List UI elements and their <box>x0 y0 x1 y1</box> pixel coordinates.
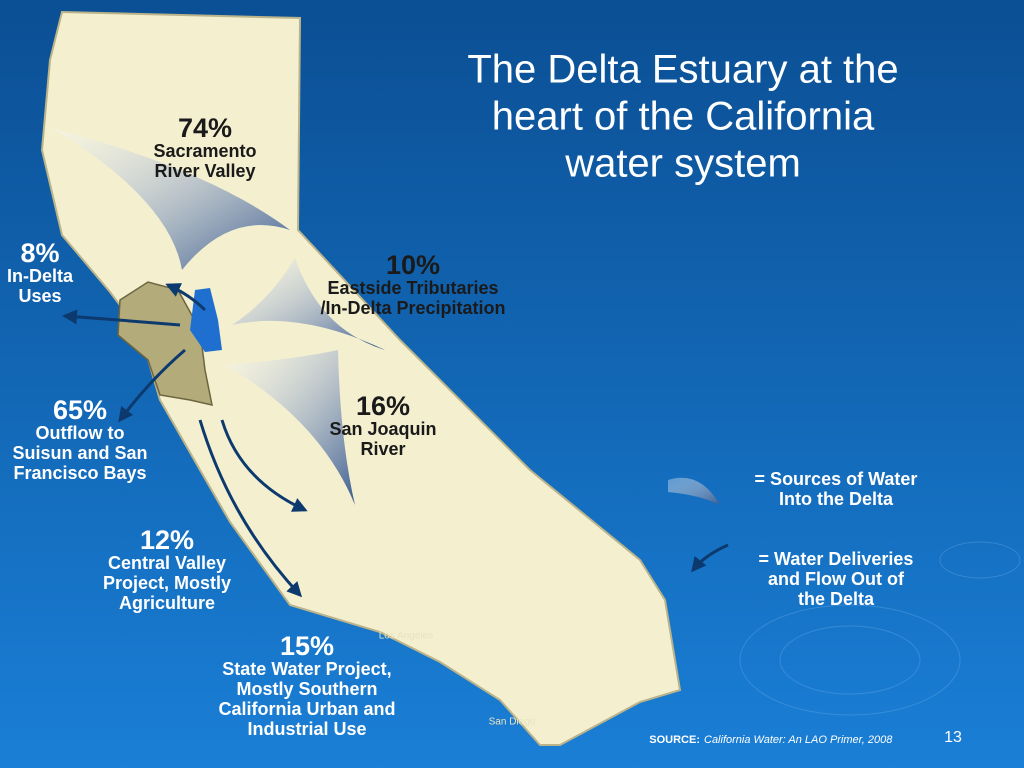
legend-label: Into the Delta <box>779 489 894 509</box>
flow-percent: 12% <box>140 525 194 555</box>
legend-label: the Delta <box>798 589 875 609</box>
ripples <box>739 541 1021 716</box>
source-prefix: SOURCE: <box>649 734 700 746</box>
flow-label: San Joaquin <box>329 419 436 439</box>
flow-label: Suisun and San <box>12 443 147 463</box>
flow-label: California Urban and <box>218 699 395 719</box>
legend-label: and Flow Out of <box>768 569 905 589</box>
flow-percent: 10% <box>386 250 440 280</box>
flow-label: /In-Delta Precipitation <box>320 298 505 318</box>
slide-title: heart of the California <box>492 95 875 139</box>
flow-label: Sacramento <box>153 141 256 161</box>
flow-label: Mostly Southern <box>236 679 377 699</box>
flow-percent: 15% <box>280 631 334 661</box>
flow-label: River Valley <box>154 161 255 181</box>
flow-label: Eastside Tributaries <box>327 278 498 298</box>
city-label: Los Angeles <box>379 631 434 642</box>
flow-label: Industrial Use <box>247 719 366 739</box>
source-arrows <box>52 128 720 505</box>
delivery-arrows <box>62 283 729 598</box>
flow-label: Francisco Bays <box>13 463 146 483</box>
flow-label: River <box>360 439 405 459</box>
slide-title: water system <box>564 142 801 186</box>
flow-label: Uses <box>18 286 61 306</box>
flow-label: Project, Mostly <box>103 573 231 593</box>
flow-percent: 8% <box>20 238 59 268</box>
page-number: 13 <box>944 729 962 746</box>
flow-label: Agriculture <box>119 593 215 613</box>
flow-label: Outflow to <box>36 423 125 443</box>
flow-percent: 16% <box>356 391 410 421</box>
slide-title: The Delta Estuary at the <box>467 48 898 92</box>
legend-label: = Water Deliveries <box>759 549 914 569</box>
source-text: California Water: An LAO Primer, 2008 <box>704 734 893 746</box>
legend-label: = Sources of Water <box>755 469 918 489</box>
city-label: San Diego <box>489 717 536 728</box>
flow-label: In-Delta <box>7 266 74 286</box>
flow-percent: 74% <box>178 113 232 143</box>
flow-label: State Water Project, <box>222 659 391 679</box>
flow-percent: 65% <box>53 395 107 425</box>
flow-label: Central Valley <box>108 553 226 573</box>
